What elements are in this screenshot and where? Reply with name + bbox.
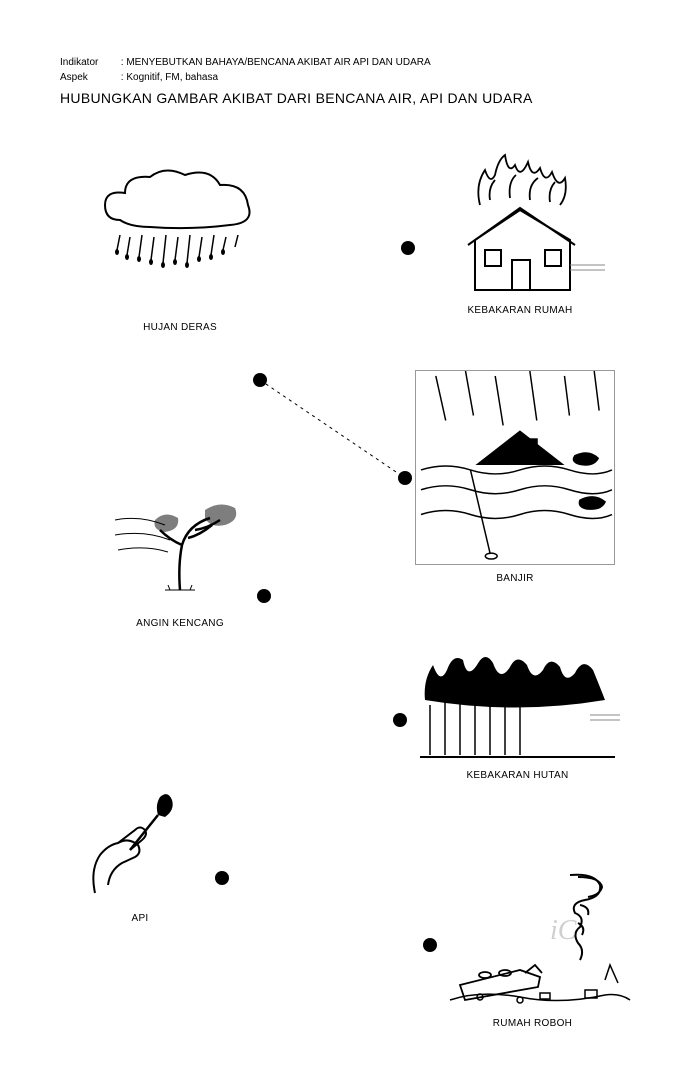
item-angin-kencang: ANGIN KENCANG xyxy=(110,490,250,629)
dot-kebakaran-rumah[interactable] xyxy=(401,241,415,255)
worksheet-title: HUBUNGKAN GAMBAR AKIBAT DARI BENCANA AIR… xyxy=(60,90,533,106)
kebakaran-hutan-caption: KEBAKARAN HUTAN xyxy=(415,770,620,781)
dot-angin[interactable] xyxy=(257,589,271,603)
dot-hujan[interactable] xyxy=(253,373,267,387)
wind-tree-icon xyxy=(110,490,250,600)
api-caption: API xyxy=(80,913,200,924)
rain-cloud-icon xyxy=(90,165,270,300)
item-kebakaran-hutan: KEBAKARAN HUTAN xyxy=(415,645,620,781)
item-kebakaran-rumah: KEBAKARAN RUMAH xyxy=(420,150,620,316)
forest-fire-icon xyxy=(415,645,620,760)
match-hand-icon xyxy=(80,775,200,895)
banjir-caption: BANJIR xyxy=(415,573,615,584)
indikator-label: Indikator xyxy=(60,55,118,70)
aspek-label: Aspek xyxy=(60,70,118,85)
angin-caption: ANGIN KENCANG xyxy=(110,618,250,629)
aspek-value: Kognitif, FM, bahasa xyxy=(126,72,218,83)
house-fire-icon xyxy=(420,150,620,295)
flood-icon xyxy=(415,370,615,565)
item-hujan-deras: HUJAN DERAS xyxy=(90,165,270,333)
indikator-value: MENYEBUTKAN BAHAYA/BENCANA AKIBAT AIR AP… xyxy=(126,57,430,68)
dot-api[interactable] xyxy=(215,871,229,885)
dot-banjir[interactable] xyxy=(398,471,412,485)
item-api: API xyxy=(80,775,200,924)
indikator-row: Indikator : MENYEBUTKAN BAHAYA/BENCANA A… xyxy=(60,55,431,70)
watermark-text: iC xyxy=(550,915,576,947)
dot-kebakaran-hutan[interactable] xyxy=(393,713,407,727)
rumah-roboh-caption: RUMAH ROBOH xyxy=(430,1018,635,1029)
tornado-debris-icon xyxy=(430,865,635,1010)
dot-rumah-roboh[interactable] xyxy=(423,938,437,952)
kebakaran-rumah-caption: KEBAKARAN RUMAH xyxy=(420,305,620,316)
item-banjir: BANJIR xyxy=(415,370,615,584)
worksheet-header: Indikator : MENYEBUTKAN BAHAYA/BENCANA A… xyxy=(60,55,431,85)
item-rumah-roboh: RUMAH ROBOH iC xyxy=(430,865,635,1029)
hujan-caption: HUJAN DERAS xyxy=(90,322,270,333)
aspek-row: Aspek : Kognitif, FM, bahasa xyxy=(60,70,431,85)
